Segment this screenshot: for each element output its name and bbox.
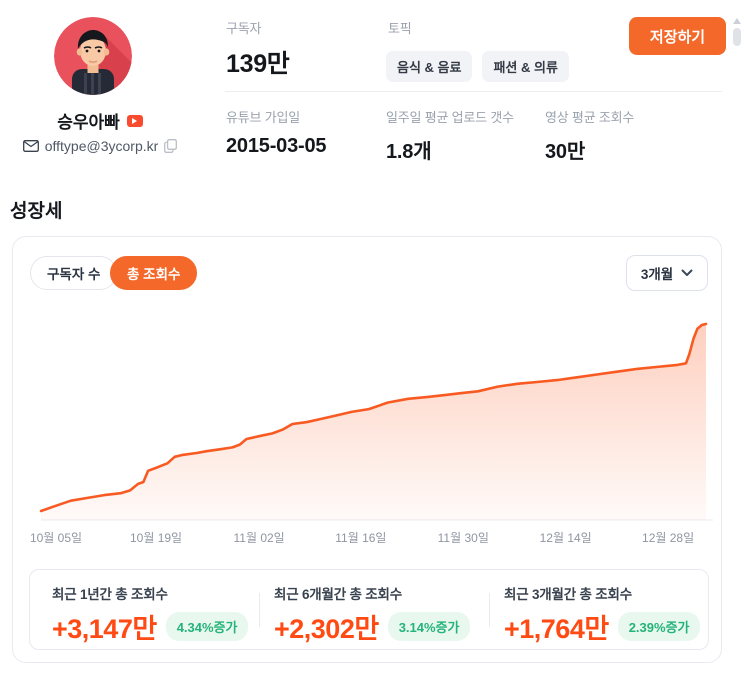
toggle-subscriber-count[interactable]: 구독자 수 (30, 256, 118, 290)
x-axis-tick: 11월 30일 (437, 531, 489, 545)
summary-value: +2,302만 (274, 614, 379, 644)
subscribers-value: 139만 (226, 50, 290, 78)
growth-chart[interactable] (29, 306, 717, 521)
growth-rate-badge: 2.39%증가 (617, 612, 701, 641)
weekly-uploads-value: 1.8개 (386, 141, 432, 163)
scrollbar-thumb[interactable] (733, 28, 741, 46)
weekly-uploads-label: 일주일 평균 업로드 갯수 (386, 110, 514, 125)
topic-tag: 음식 & 음료 (386, 51, 473, 82)
x-axis-tick: 11월 02일 (233, 531, 285, 545)
avatar-illustration (54, 17, 132, 95)
topic-tags: 음식 & 음료 패션 & 의류 (386, 51, 569, 82)
summary-divider (489, 592, 490, 627)
subscribers-label: 구독자 (226, 21, 262, 36)
growth-rate-badge: 3.14%증가 (387, 612, 471, 641)
youtube-icon[interactable] (126, 114, 143, 127)
growth-rate-badge: 4.34%증가 (165, 612, 249, 641)
summary-label: 최근 3개월간 총 조회수 (504, 587, 632, 602)
channel-email: offtype@3ycorp.kr (44, 138, 159, 154)
save-button[interactable]: 저장하기 (629, 17, 726, 55)
x-axis-tick-labels: 10월 05일 10월 19일 11월 02일 11월 16일 11월 30일 12월 1… (29, 529, 717, 545)
x-axis-tick: 10월 05일 (29, 531, 83, 545)
growth-summary-box: 최근 1년간 총 조회수 +3,147만 4.34%증가 최근 6개월간 총 조… (29, 569, 709, 650)
x-axis-tick: 11월 16일 (335, 531, 387, 545)
topic-label: 토픽 (388, 21, 412, 36)
channel-name-row: 승우아빠 (15, 108, 185, 133)
summary-label: 최근 6개월간 총 조회수 (274, 587, 402, 602)
joined-label: 유튜브 가입일 (226, 110, 300, 125)
growth-area (41, 324, 706, 520)
growth-card: 구독자 수 총 조회수 3개월 10월 05일 10월 19일 11월 (12, 236, 722, 663)
x-axis-tick: 10월 19일 (129, 531, 183, 545)
x-axis-tick: 12월 14일 (539, 531, 592, 545)
period-dropdown[interactable]: 3개월 (626, 255, 708, 291)
scrollbar-up-arrow[interactable] (733, 18, 741, 24)
channel-avatar (54, 17, 132, 95)
topic-tag: 패션 & 의류 (482, 51, 569, 82)
x-axis-tick: 12월 28일 (642, 531, 695, 545)
summary-value: +3,147만 (52, 614, 157, 644)
summary-value: +1,764만 (504, 614, 609, 644)
summary-divider (259, 592, 260, 627)
summary-label: 최근 1년간 총 조회수 (52, 587, 168, 602)
copy-icon[interactable] (164, 139, 178, 153)
mail-icon (22, 140, 39, 152)
summary-6month: 최근 6개월간 총 조회수 +2,302만 3.14%증가 (260, 570, 489, 649)
growth-line (39, 322, 708, 513)
channel-name: 승우아빠 (57, 113, 120, 132)
chevron-down-icon (681, 269, 693, 277)
avg-views-label: 영상 평균 조회수 (545, 110, 635, 125)
growth-chart-svg (39, 322, 713, 521)
avg-views-value: 30만 (545, 141, 586, 163)
header-divider (225, 91, 722, 92)
period-dropdown-value: 3개월 (640, 267, 674, 282)
summary-1year: 최근 1년간 총 조회수 +3,147만 4.34%증가 (30, 570, 259, 649)
toggle-total-views[interactable]: 총 조회수 (110, 256, 198, 290)
summary-3month: 최근 3개월간 총 조회수 +1,764만 2.39%증가 (490, 570, 708, 649)
channel-email-row: offtype@3ycorp.kr (10, 138, 190, 154)
growth-section-title: 성장세 (10, 201, 63, 222)
joined-value: 2015-03-05 (226, 135, 327, 157)
